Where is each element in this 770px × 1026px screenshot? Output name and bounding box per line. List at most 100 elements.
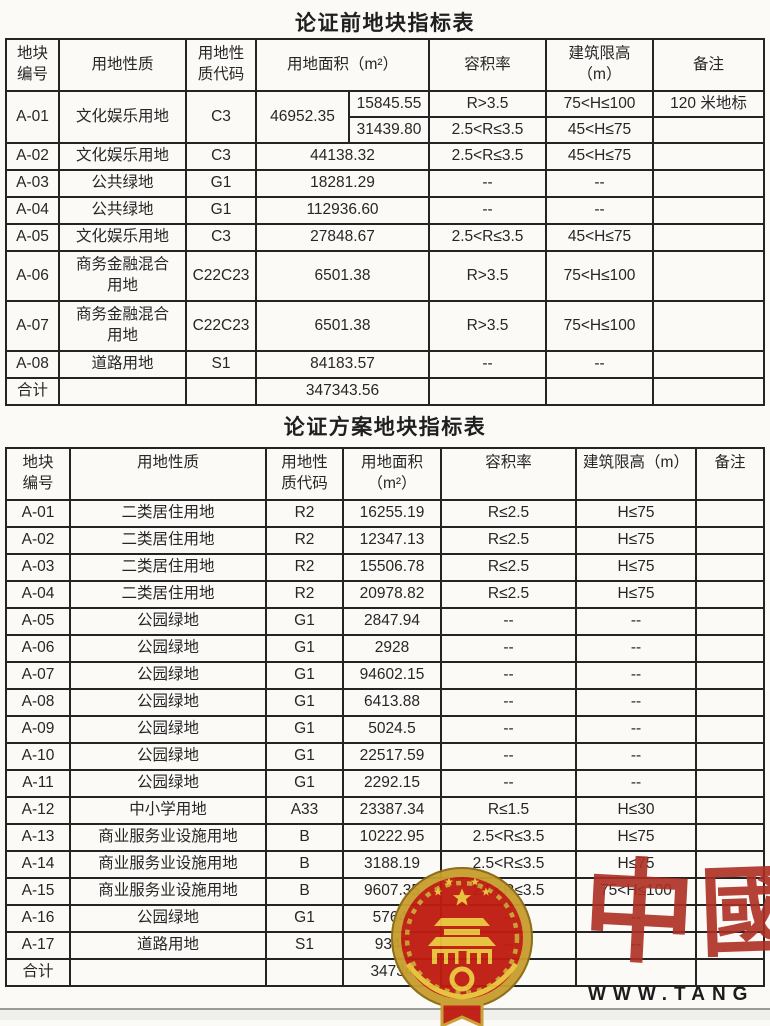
cell: 二类居住用地: [69, 580, 267, 609]
cell: A-10: [5, 742, 71, 771]
cell: --: [575, 742, 697, 771]
cell: --: [428, 196, 548, 225]
table-row: 合计 347343.56: [5, 377, 766, 406]
table-row: A-09 公园绿地 G1 5024.5 -- --: [5, 715, 765, 744]
table-row: A-04 二类居住用地 R2 20978.82 R≤2.5 H≤75: [5, 580, 765, 609]
table-row: A-02 文化娱乐用地 C3 44138.32 2.5<R≤3.5 45<H≤75: [5, 142, 766, 171]
cell: 22517.59: [342, 742, 442, 771]
table-row: A-12 中小学用地 A33 23387.34 R≤1.5 H≤30: [5, 796, 765, 825]
cell: 二类居住用地: [69, 553, 267, 582]
cell: [545, 377, 655, 406]
pre-plan-indicator-table: 地块 编号 用地性质 用地性 质代码 用地面积（m²） 容积率 建筑限高 （m） 备注 A-0…: [5, 38, 766, 406]
cell: [652, 377, 766, 406]
cell: G1: [265, 769, 344, 798]
cell: A-02: [5, 142, 60, 171]
cell: R≤2.5: [440, 499, 577, 528]
cell: [695, 607, 765, 636]
header-cell: 用地性 质代码: [185, 38, 257, 92]
cell: 商业服务业设施用地: [69, 850, 267, 879]
cell: 公园绿地: [69, 688, 267, 717]
header-cell: 建筑限高（m）: [575, 447, 697, 501]
watermark-china-char-1: 中: [579, 845, 699, 982]
header-cell: 备注: [695, 447, 765, 501]
cell: --: [545, 350, 655, 379]
cell: A-03: [5, 169, 60, 198]
cell: [652, 142, 766, 171]
cell: [652, 196, 766, 225]
cell: [695, 742, 765, 771]
cell: 中小学用地: [69, 796, 267, 825]
cell: G1: [265, 607, 344, 636]
cell: --: [440, 688, 577, 717]
cell: A-06: [5, 250, 60, 302]
cell: C3: [185, 142, 257, 171]
cell: H≤75: [575, 499, 697, 528]
website-watermark-text: WWW.TANG: [588, 984, 755, 1005]
cell: A-07: [5, 300, 60, 352]
cell: [652, 116, 766, 144]
cell: 45<H≤75: [545, 223, 655, 252]
cell: 公共绿地: [58, 196, 187, 225]
cell: 公园绿地: [69, 715, 267, 744]
cell: 2928: [342, 634, 442, 663]
cell: 75<H≤100: [575, 877, 697, 906]
cell: [652, 223, 766, 252]
cell: 16255.19: [342, 499, 442, 528]
cell: H≤75: [575, 580, 697, 609]
table-row: A-05 文化娱乐用地 C3 27848.67 2.5<R≤3.5 45<H≤75: [5, 223, 766, 252]
cell: 18281.29: [254, 169, 431, 198]
cell: S1: [185, 350, 257, 379]
cell: --: [575, 931, 697, 960]
cell: G1: [265, 634, 344, 663]
cell: --: [575, 715, 697, 744]
cell: G1: [265, 904, 344, 933]
cell: H≤75: [575, 526, 697, 555]
cell: A-09: [5, 715, 71, 744]
cell: [695, 715, 765, 744]
cell: 商业服务业设施用地: [69, 877, 267, 906]
cell: A-03: [5, 553, 71, 582]
cell: 公园绿地: [69, 769, 267, 798]
cell: 6501.38: [254, 250, 431, 302]
header-cell: 容积率: [428, 38, 548, 92]
cell: --: [545, 169, 655, 198]
cell: A-04: [5, 196, 60, 225]
cell: A-15: [5, 877, 71, 906]
header-cell: 建筑限高 （m）: [545, 38, 655, 92]
cell: [652, 169, 766, 198]
cell: R≤2.5: [440, 553, 577, 582]
cell: C22C23: [185, 300, 257, 352]
cell: R>3.5: [428, 250, 548, 302]
cell: 6413.88: [342, 688, 442, 717]
cell: A-13: [5, 823, 71, 852]
cell: G1: [265, 742, 344, 771]
cell: G1: [185, 196, 257, 225]
cell: 10222.95: [342, 823, 442, 852]
pre-plan-table-title: 论证前地块指标表: [295, 12, 475, 35]
cell: 2.5<R≤3.5: [428, 142, 548, 171]
table-row: A-05 公园绿地 G1 2847.94 -- --: [5, 607, 765, 636]
cell: --: [440, 661, 577, 690]
cell: 道路用地: [58, 350, 187, 379]
cell: --: [440, 607, 577, 636]
cell: --: [575, 688, 697, 717]
table-row: A-01 文化娱乐用地 C3 46952.35 15845.55 R>3.5 75<H≤10…: [5, 90, 766, 144]
cell: 84183.57: [254, 350, 431, 379]
cell: B: [265, 850, 344, 879]
cell: 2847.94: [342, 607, 442, 636]
cell: R≤2.5: [440, 526, 577, 555]
cell: R≤1.5: [440, 796, 577, 825]
cell: --: [545, 196, 655, 225]
table-row: A-08 道路用地 S1 84183.57 -- --: [5, 350, 766, 379]
cell: R2: [265, 553, 344, 582]
cell: 45<H≤75: [545, 116, 655, 144]
cell: 2.5<R≤3.5: [440, 823, 577, 852]
cell: B: [265, 823, 344, 852]
national-emblem-stamp-icon: [391, 867, 533, 1026]
cell: 75<H≤100: [545, 90, 655, 118]
cell: --: [575, 634, 697, 663]
cell: A-01: [5, 499, 71, 528]
cell: 75<H≤100: [545, 250, 655, 302]
cell: 公园绿地: [69, 634, 267, 663]
